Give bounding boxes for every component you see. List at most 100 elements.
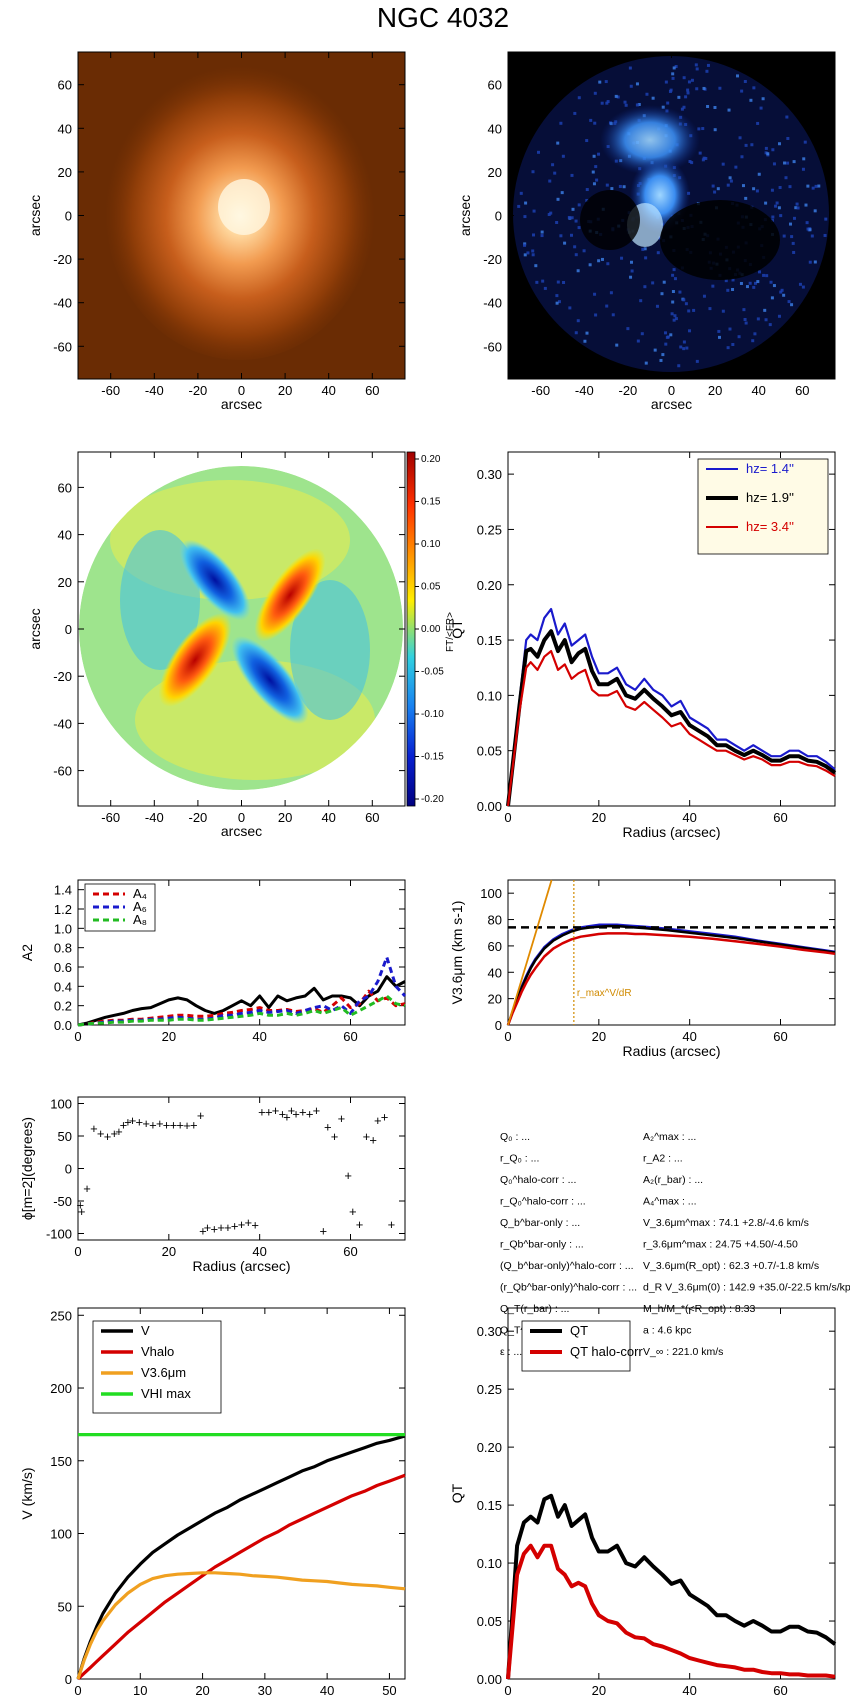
- phase-ytick-label: 50: [58, 1129, 72, 1144]
- noise-speck: [755, 189, 759, 193]
- info-left-item: Q₀ : ...: [500, 1131, 530, 1143]
- v36-frame: [507, 879, 836, 1026]
- noise-speck: [644, 361, 648, 365]
- image2-ytick-label: 40: [488, 121, 502, 136]
- fourier-ytick-label: 0.4: [54, 979, 72, 994]
- noise-speck: [690, 161, 694, 165]
- info-left-item: Q_b^bar-only : ...: [500, 1217, 580, 1229]
- image1-ytick-label: 20: [58, 165, 72, 180]
- noise-speck: [562, 280, 566, 284]
- colorbar-label: FT/<FR>: [445, 612, 456, 652]
- noise-speck: [803, 140, 807, 144]
- noise-speck: [763, 308, 767, 312]
- noise-speck: [629, 275, 633, 279]
- noise-speck: [739, 281, 743, 285]
- noise-speck: [685, 346, 689, 350]
- noise-speck: [688, 329, 692, 333]
- image1-xtick-label: 20: [278, 383, 292, 398]
- noise-speck: [585, 331, 589, 335]
- noise-speck: [824, 217, 828, 221]
- noise-speck: [728, 176, 732, 180]
- qt-halo-chart: 0 20 40 60 0.00 0.05 0.10 0.15 0.20 0.25 0.30 Radiu…: [449, 1307, 837, 1700]
- v36-ytick-label: 20: [488, 992, 502, 1007]
- phase-ytick-label: -100: [46, 1227, 72, 1242]
- image2-ytick-label: 60: [488, 78, 502, 93]
- noise-speck: [749, 98, 753, 102]
- noise-speck: [713, 106, 717, 110]
- noise-speck: [796, 206, 800, 210]
- rotcurve-xtick-label: 30: [258, 1683, 272, 1698]
- noise-speck: [585, 139, 589, 143]
- noise-speck: [570, 233, 574, 237]
- noise-speck: [764, 146, 768, 150]
- image1-ytick-label: 0: [65, 209, 72, 224]
- rotcurve-xtick-label: 10: [133, 1683, 147, 1698]
- image2-xtick-label: 20: [708, 383, 722, 398]
- noise-speck: [536, 150, 540, 154]
- fourier-legend-label: A₈: [133, 912, 147, 927]
- v36-ytick-label: 100: [480, 886, 502, 901]
- noise-speck: [798, 282, 802, 286]
- noise-speck: [786, 161, 790, 165]
- noise-speck: [682, 105, 686, 109]
- phase-xtick-label: 20: [162, 1244, 176, 1259]
- phase-point: +: [170, 1117, 178, 1132]
- noise-speck: [782, 234, 786, 238]
- noise-speck: [557, 300, 561, 304]
- image1-ytick-label: 60: [58, 78, 72, 93]
- noise-speck: [787, 300, 791, 304]
- noise-speck: [686, 88, 690, 92]
- fourier-ytick-label: 1.0: [54, 921, 72, 936]
- qt-hz-series-line: [506, 629, 837, 807]
- fourier-xtick-label: 20: [162, 1029, 176, 1044]
- noise-speck: [706, 104, 710, 108]
- noise-speck: [636, 339, 640, 343]
- noise-speck: [695, 87, 699, 91]
- noise-speck: [672, 268, 676, 272]
- noise-speck: [560, 191, 564, 195]
- noise-speck: [750, 143, 754, 147]
- phase-xtick-label: 60: [343, 1244, 357, 1259]
- noise-speck: [687, 309, 691, 313]
- info-right-item: d_R V_3.6μm(0) : 142.9 +35.0/-22.5 km/s/…: [643, 1282, 850, 1294]
- noise-speck: [764, 318, 768, 322]
- noise-speck: [568, 306, 572, 310]
- rotcurve-xtick-label: 20: [195, 1683, 209, 1698]
- rotcurve-ytick-label: 250: [50, 1308, 72, 1323]
- phase-point: +: [356, 1217, 364, 1232]
- noise-speck: [532, 209, 536, 213]
- noise-speck: [531, 249, 535, 253]
- noise-speck: [806, 227, 810, 231]
- image1-xtick-label: -20: [189, 383, 208, 398]
- image2-ytick-label: -60: [483, 339, 502, 354]
- noise-speck: [748, 281, 752, 285]
- noise-speck: [593, 292, 597, 296]
- noise-speck: [711, 184, 715, 188]
- noise-speck: [549, 211, 553, 215]
- noise-speck: [618, 184, 622, 188]
- fourier-ytick-label: 0.0: [54, 1018, 72, 1033]
- noise-speck: [555, 301, 559, 305]
- v36-ytick-label: 0: [495, 1018, 502, 1033]
- phase-point: +: [111, 1126, 119, 1141]
- v36-slope-line: [507, 879, 553, 1026]
- noise-speck: [517, 204, 521, 208]
- qt-halo-legend-label: QT halo-corr: [570, 1344, 643, 1359]
- qt_hz-xtick-label: 20: [592, 810, 606, 825]
- noise-speck: [553, 171, 557, 175]
- noise-speck: [594, 313, 598, 317]
- noise-speck: [643, 247, 647, 251]
- fourier-ytick-label: 1.2: [54, 902, 72, 917]
- noise-speck: [757, 172, 761, 176]
- fourier-series-line: [77, 994, 406, 1027]
- info-right-item: a : 4.6 kpc: [643, 1325, 691, 1337]
- image1-xtick-label: -40: [145, 383, 164, 398]
- noise-speck: [605, 304, 609, 308]
- noise-speck: [664, 331, 668, 335]
- noise-speck: [594, 165, 598, 169]
- noise-speck: [765, 274, 769, 278]
- image1-galaxy-core: [218, 179, 270, 235]
- fourier-xtick-label: 60: [343, 1029, 357, 1044]
- noise-speck: [629, 260, 633, 264]
- image2-xtick-label: -40: [575, 383, 594, 398]
